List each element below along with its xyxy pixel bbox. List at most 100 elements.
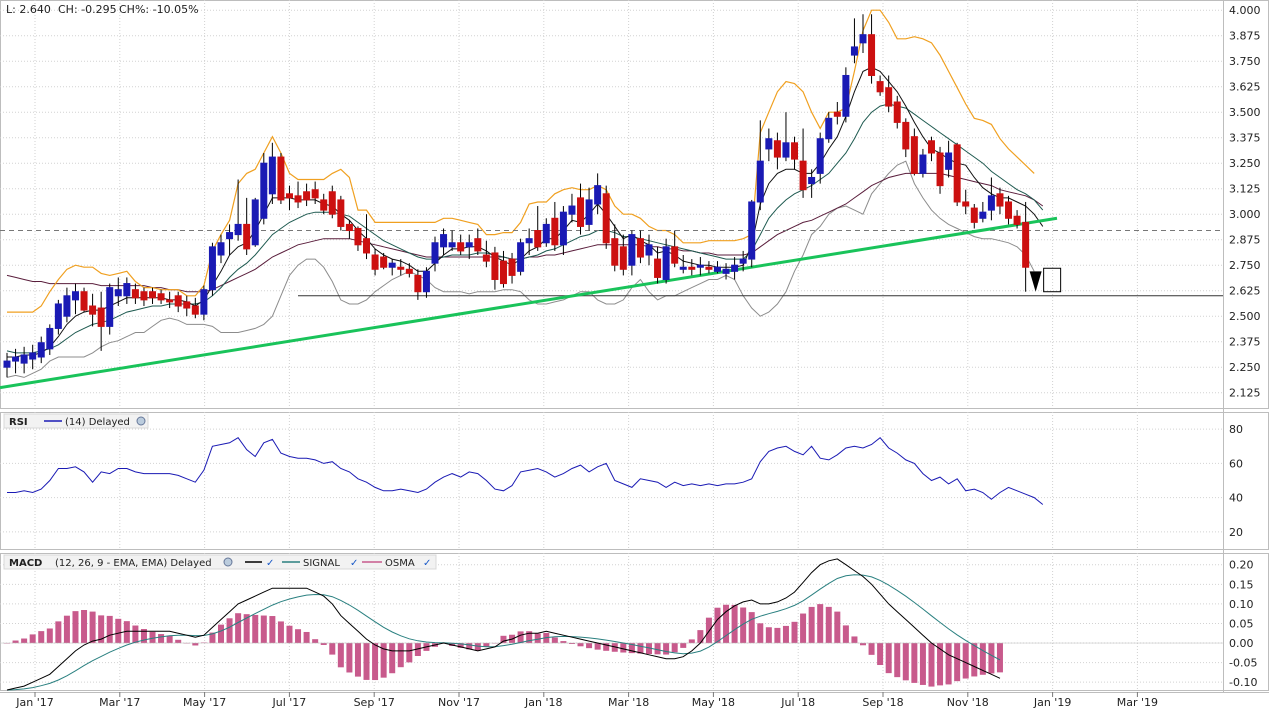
osma-bar <box>560 641 567 644</box>
candle-body <box>799 160 807 191</box>
osma-bar <box>312 639 319 644</box>
candle-body <box>46 327 54 350</box>
rsi-settings-icon[interactable] <box>136 416 146 426</box>
osma-bar <box>226 618 233 644</box>
osma-bar <box>680 643 687 648</box>
macd-tick-label: -0.10 <box>1229 676 1257 689</box>
candle-body <box>183 301 191 309</box>
osma-bar <box>646 643 652 655</box>
candle-body <box>380 256 388 268</box>
candle-body <box>277 156 285 201</box>
signal-check-icon[interactable]: ✓ <box>350 558 358 569</box>
osma-bar <box>132 625 139 644</box>
osma-bar <box>714 607 721 644</box>
osma-bar <box>200 642 207 644</box>
osma-bar <box>731 604 738 644</box>
candle-body <box>397 266 405 270</box>
marker-box <box>1043 267 1062 293</box>
candle-body <box>491 252 499 280</box>
candle-body <box>559 211 567 246</box>
candle-body <box>885 87 893 107</box>
osma-bar <box>466 643 473 650</box>
osma-bar <box>885 643 892 674</box>
candle-body <box>542 223 550 244</box>
candle-body <box>294 195 302 203</box>
macd-legend-box[interactable] <box>3 554 437 570</box>
candle-body <box>688 266 696 270</box>
candle-body <box>868 34 876 76</box>
candle-body <box>517 242 525 272</box>
osma-bar <box>697 630 704 644</box>
candle-body <box>979 211 987 219</box>
osma-bar <box>740 607 747 644</box>
osma-bar <box>568 643 575 644</box>
osma-bar <box>397 643 404 668</box>
candle-body <box>893 101 901 123</box>
rsi-legend-params: (14) Delayed <box>65 417 130 428</box>
candle-body <box>773 140 781 158</box>
down-arrow-marker <box>1029 271 1042 292</box>
macd-line-check-icon[interactable]: ✓ <box>266 558 274 569</box>
osma-bar <box>791 621 798 644</box>
osma-bar <box>21 638 28 644</box>
candle-body <box>29 352 37 360</box>
macd-settings-icon[interactable] <box>223 557 233 567</box>
candle-body <box>371 254 379 270</box>
candle-body <box>431 242 439 264</box>
candle-body <box>260 162 268 219</box>
osma-bar <box>115 618 122 644</box>
status-change: CH: -0.295 <box>58 3 117 16</box>
candle-body <box>1013 215 1021 225</box>
candle-body <box>508 258 516 276</box>
candle-body <box>970 207 978 223</box>
osma-bar <box>89 611 96 644</box>
candle-body <box>363 238 371 254</box>
osma-label: OSMA <box>385 558 415 569</box>
osma-bar <box>260 615 267 644</box>
price-tick-label: 3.750 <box>1229 55 1261 68</box>
time-tick-label: Mar '17 <box>99 696 140 709</box>
candle-body <box>63 295 71 317</box>
osma-bar <box>868 643 875 655</box>
candle-body <box>808 176 816 185</box>
price-panel-frame <box>0 0 1269 409</box>
candle-body <box>1005 201 1013 219</box>
lower-band-line <box>6 160 1035 378</box>
osma-bar <box>192 643 199 646</box>
osma-bar <box>877 643 884 666</box>
candle-body <box>311 189 319 199</box>
candle-body <box>996 193 1004 207</box>
osma-bar <box>483 643 490 647</box>
candle-body <box>765 138 773 150</box>
candle-body <box>20 354 28 364</box>
osma-bar <box>800 613 807 644</box>
macd-line <box>6 558 1001 691</box>
candle-body <box>354 227 362 246</box>
osma-bar <box>911 643 918 683</box>
time-tick-label: Sep '18 <box>862 696 903 709</box>
osma-bar <box>954 643 961 682</box>
osma-bar <box>688 639 695 644</box>
signal-line <box>6 574 1001 691</box>
rsi-tick-label: 20 <box>1229 526 1243 539</box>
candle-body <box>731 264 739 272</box>
osma-bar <box>500 635 507 644</box>
osma-bar <box>474 643 481 651</box>
candle-body <box>200 289 208 315</box>
macd-tick-label: 0.15 <box>1229 578 1254 591</box>
osma-bar <box>166 635 173 644</box>
candle-body <box>71 291 79 301</box>
osma-bar <box>46 628 53 644</box>
osma-bar <box>12 640 19 644</box>
candle-body <box>106 287 114 327</box>
candle-body <box>234 223 242 236</box>
osma-bar <box>937 643 944 686</box>
osma-bar <box>218 624 224 644</box>
rsi-legend-box[interactable] <box>3 413 149 429</box>
osma-bar <box>526 631 533 644</box>
osma-check-icon[interactable]: ✓ <box>423 558 431 569</box>
price-tick-label: 2.250 <box>1229 361 1261 374</box>
osma-bar <box>774 627 781 644</box>
candle-body <box>679 266 687 270</box>
